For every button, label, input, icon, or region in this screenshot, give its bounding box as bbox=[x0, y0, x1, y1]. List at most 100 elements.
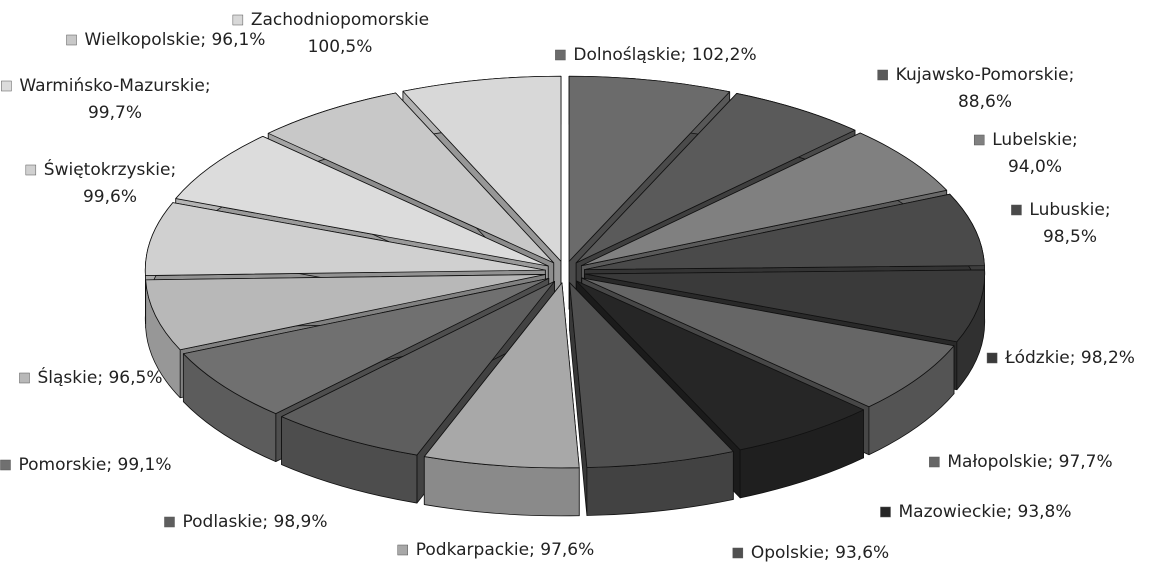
label-separator: ; bbox=[170, 160, 176, 180]
data-label: Dolnośląskie; 102,2% bbox=[555, 45, 757, 65]
data-label-text: Lubuskie; bbox=[1029, 200, 1110, 220]
data-label: Małopolskie; 97,7% bbox=[929, 452, 1113, 472]
value-label: 88,6% bbox=[958, 92, 1012, 112]
label-separator: ; bbox=[262, 512, 268, 532]
value-label: 98,2% bbox=[1081, 348, 1135, 368]
category-name: Lubelskie bbox=[992, 130, 1072, 150]
data-label-text: Podkarpackie; 97,6% bbox=[416, 540, 595, 560]
slice-top bbox=[576, 280, 864, 451]
label-key bbox=[1011, 204, 1022, 216]
data-label: Podkarpackie; 97,6% bbox=[397, 540, 595, 560]
category-name: Podkarpackie bbox=[416, 540, 529, 560]
category-name: Łódzkie bbox=[1004, 348, 1070, 368]
value-label: 99,1% bbox=[118, 455, 172, 475]
data-label: Podlaskie; 98,9% bbox=[164, 512, 328, 532]
data-label: Świętokrzyskie; 99,6% bbox=[25, 158, 176, 207]
slice-top bbox=[568, 75, 731, 262]
data-label: Łódzkie; 98,2% bbox=[986, 348, 1135, 368]
data-label-text: Pomorskie; 99,1% bbox=[18, 455, 171, 475]
data-label-text: 98,5% bbox=[1043, 227, 1097, 247]
value-label: 96,1% bbox=[211, 30, 265, 50]
slice-top bbox=[175, 136, 549, 267]
label-separator: ; bbox=[97, 368, 103, 388]
data-label-text: Opolskie; 93,6% bbox=[751, 543, 889, 563]
data-label: Pomorskie; 99,1% bbox=[0, 455, 172, 475]
data-label: Śląskie; 96,5% bbox=[19, 366, 163, 388]
label-key bbox=[397, 544, 408, 556]
label-key bbox=[19, 372, 30, 384]
category-name: Dolnośląskie bbox=[573, 45, 680, 65]
data-label-text: Warmińsko-Mazurskie; bbox=[19, 76, 210, 96]
data-label-text: Świętokrzyskie; bbox=[44, 158, 176, 180]
category-name: Śląskie bbox=[38, 366, 98, 388]
category-name: Warmińsko-Mazurskie bbox=[19, 76, 205, 96]
slice-top bbox=[182, 277, 550, 415]
value-label: 102,2% bbox=[692, 45, 757, 65]
data-label-text: Wielkopolskie; 96,1% bbox=[85, 30, 266, 50]
data-label: Lubuskie; 98,5% bbox=[1011, 200, 1111, 247]
data-label: Warmińsko-Mazurskie; 99,7% bbox=[1, 76, 211, 123]
data-label-text: Małopolskie; 97,7% bbox=[947, 452, 1112, 472]
slice-top bbox=[423, 282, 580, 469]
category-name: Zachodniopomorskie bbox=[251, 10, 429, 30]
value-label: 93,6% bbox=[835, 543, 889, 563]
slice-top bbox=[581, 277, 955, 408]
data-label: Lubelskie; 94,0% bbox=[973, 130, 1078, 177]
data-label-text: Podlaskie; 98,9% bbox=[182, 512, 327, 532]
data-label-text: 99,7% bbox=[88, 103, 142, 123]
value-label: 99,6% bbox=[83, 187, 137, 207]
data-label-text: 99,6% bbox=[83, 187, 137, 207]
data-label-text: Dolnośląskie; 102,2% bbox=[573, 45, 756, 65]
value-label: 97,6% bbox=[540, 540, 594, 560]
label-key bbox=[986, 352, 998, 364]
label-separator: ; bbox=[824, 543, 830, 563]
label-key bbox=[555, 49, 566, 61]
category-name: Wielkopolskie bbox=[85, 30, 201, 50]
label-separator: ; bbox=[1069, 65, 1075, 85]
data-label-text: Łódzkie; 98,2% bbox=[1004, 348, 1135, 368]
label-key bbox=[929, 456, 940, 468]
slice-top bbox=[281, 280, 555, 456]
label-key bbox=[732, 547, 744, 559]
slice-top bbox=[144, 202, 546, 276]
slice-top bbox=[145, 274, 546, 351]
label-separator: ; bbox=[529, 540, 535, 560]
data-label: Wielkopolskie; 96,1% bbox=[66, 30, 266, 50]
value-label: 98,5% bbox=[1043, 227, 1097, 247]
label-separator: ; bbox=[200, 30, 206, 50]
label-separator: ; bbox=[1070, 348, 1076, 368]
label-key bbox=[1, 80, 12, 92]
value-label: 94,0% bbox=[1008, 157, 1062, 177]
data-label-text: 88,6% bbox=[958, 92, 1012, 112]
label-key bbox=[880, 506, 891, 518]
value-label: 98,9% bbox=[274, 512, 328, 532]
data-label: Opolskie; 93,6% bbox=[732, 543, 889, 563]
label-key bbox=[0, 459, 11, 471]
label-separator: ; bbox=[1006, 502, 1012, 522]
data-label-text: Lubelskie; bbox=[992, 130, 1078, 150]
category-name: Opolskie bbox=[751, 543, 824, 563]
data-label-text: Śląskie; 96,5% bbox=[38, 366, 163, 388]
value-label: 97,7% bbox=[1059, 452, 1113, 472]
label-separator: ; bbox=[1047, 452, 1053, 472]
value-label: 99,7% bbox=[88, 103, 142, 123]
category-name: Kujawsko-Pomorskie bbox=[896, 65, 1069, 85]
label-separator: ; bbox=[1105, 200, 1111, 220]
data-label: Zachodniopomorskie 100,5% bbox=[232, 10, 429, 57]
data-label: Kujawsko-Pomorskie; 88,6% bbox=[877, 65, 1075, 112]
category-name: Małopolskie bbox=[947, 452, 1047, 472]
value-label: 96,5% bbox=[108, 368, 162, 388]
category-name: Świętokrzyskie bbox=[44, 158, 171, 180]
label-separator: ; bbox=[106, 455, 112, 475]
data-label: Mazowieckie; 93,8% bbox=[880, 502, 1072, 522]
slice-top bbox=[584, 269, 986, 343]
slice bbox=[423, 282, 580, 517]
label-key bbox=[232, 14, 244, 26]
label-key bbox=[973, 134, 985, 146]
slice-top bbox=[569, 282, 734, 468]
category-name: Mazowieckie bbox=[898, 502, 1006, 522]
value-label: 93,8% bbox=[1018, 502, 1072, 522]
data-label-text: 100,5% bbox=[308, 37, 373, 57]
value-label: 100,5% bbox=[308, 37, 373, 57]
label-key bbox=[66, 34, 77, 46]
